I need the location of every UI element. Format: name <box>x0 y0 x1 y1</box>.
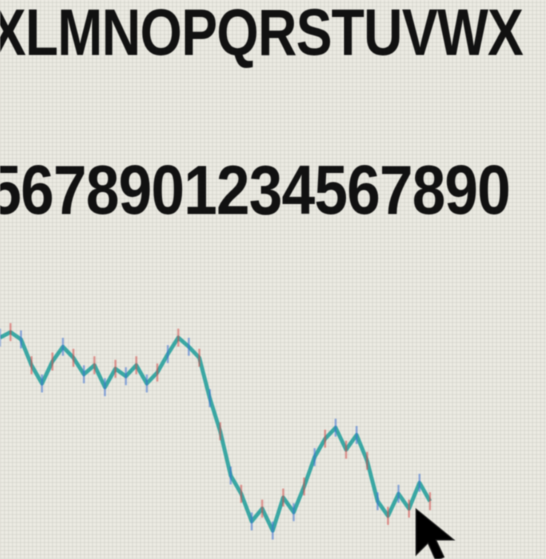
price-chart <box>0 323 432 540</box>
price-series-line <box>0 330 432 533</box>
arrow-pointer-icon <box>415 507 456 559</box>
alphabet-text-line: XLMNOPQRSTUVWX <box>0 0 524 69</box>
digits-text-line: 5678901234567890 <box>0 151 511 229</box>
